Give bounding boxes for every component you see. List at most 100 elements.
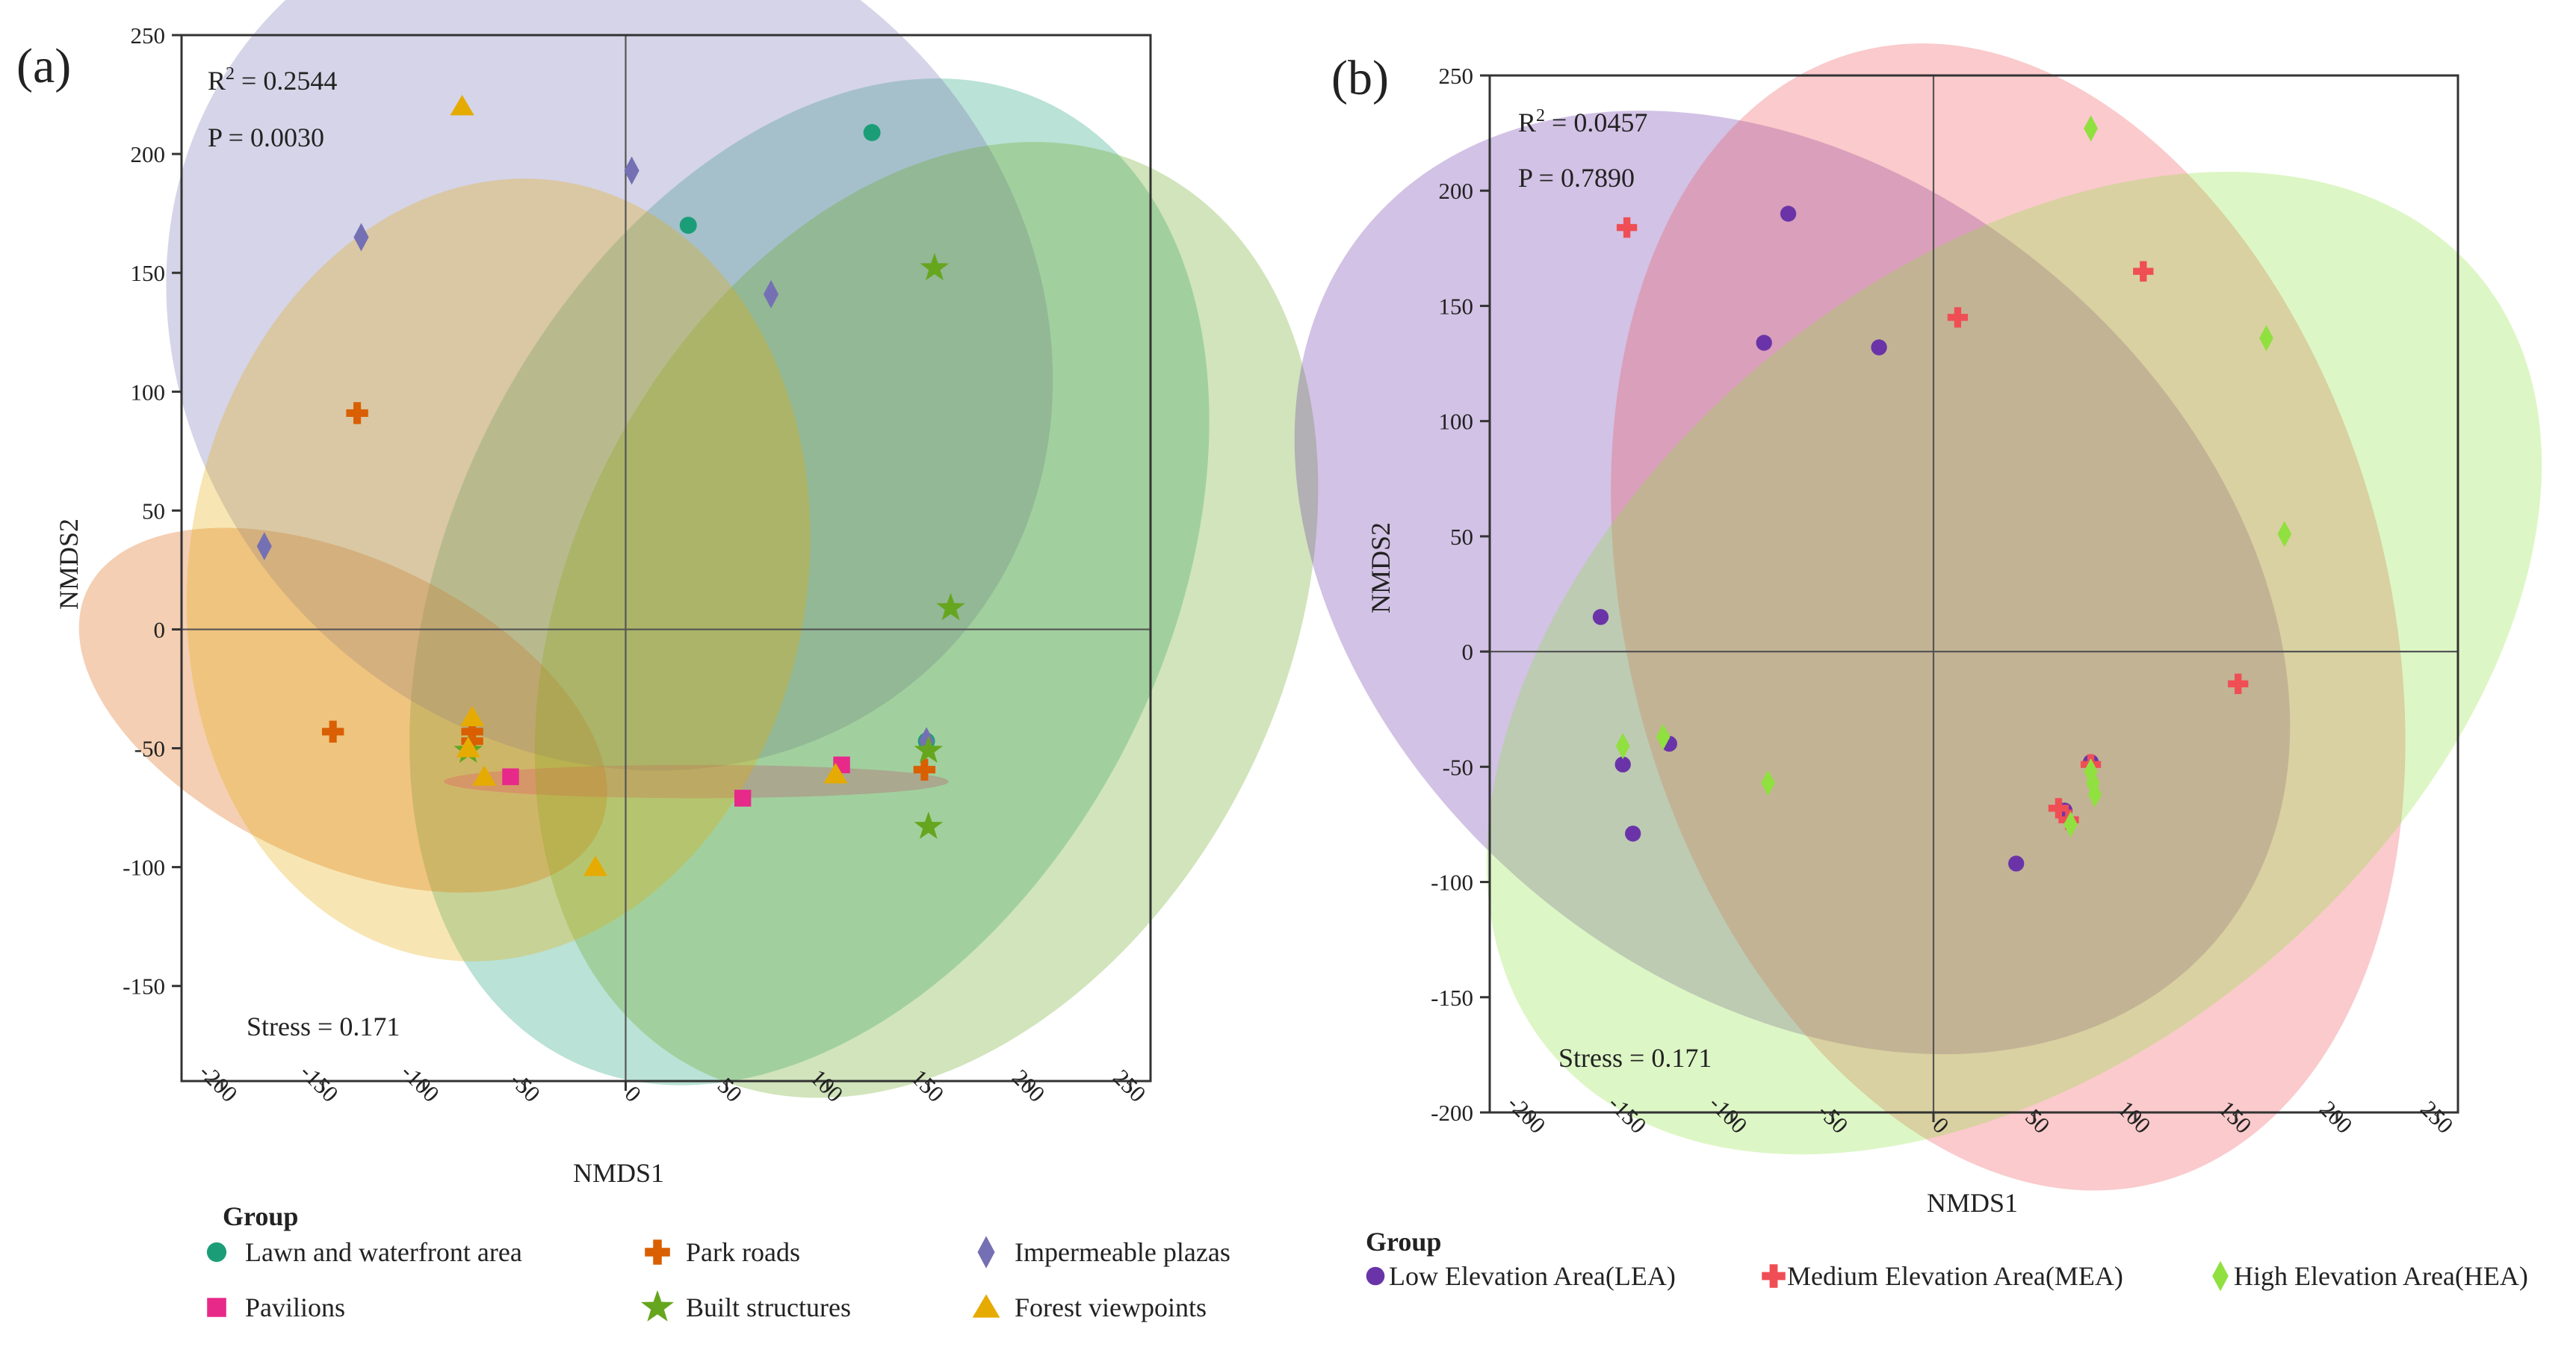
y-tick-label-b: -50 bbox=[1443, 754, 1473, 780]
confidence-ellipse-a-5 bbox=[186, 179, 811, 962]
data-point-circle-b bbox=[1756, 335, 1772, 351]
y-tick-label-a: 100 bbox=[131, 379, 166, 405]
legend-label-b-2: High Elevation Area(HEA) bbox=[2234, 1261, 2528, 1291]
x-tick-label-b: 200 bbox=[2315, 1095, 2358, 1139]
data-point-circle-b bbox=[2008, 855, 2025, 872]
stress-label-a: Stress = 0.171 bbox=[247, 1012, 400, 1041]
y-axis-title-b: NMDS2 bbox=[1366, 522, 1396, 613]
legend-marker-a-4 bbox=[640, 1290, 675, 1322]
data-point-triangle-a bbox=[450, 95, 474, 116]
data-point-diamond-b bbox=[2277, 521, 2292, 548]
data-point-triangle-a bbox=[456, 737, 480, 758]
x-tick-label-b: 250 bbox=[2415, 1095, 2459, 1139]
data-point-plus-b bbox=[2133, 261, 2154, 282]
y-tick-label-a: -150 bbox=[123, 973, 165, 1000]
y-tick-label-a: -50 bbox=[134, 736, 165, 762]
data-point-diamond-a bbox=[763, 279, 779, 309]
data-point-triangle-a bbox=[823, 763, 848, 784]
data-point-square-a bbox=[502, 768, 519, 785]
p-value-label-b: P = 0.7890 bbox=[1518, 163, 1635, 193]
confidence-ellipse-a-0 bbox=[409, 78, 1210, 1086]
y-tick-label-a: 250 bbox=[131, 22, 166, 49]
legend-label-a-4: Built structures bbox=[686, 1292, 851, 1322]
x-axis-title-a: NMDS1 bbox=[573, 1158, 664, 1188]
data-point-triangle-a bbox=[472, 765, 497, 786]
confidence-ellipse-a-4 bbox=[534, 142, 1319, 1098]
data-point-star-a bbox=[914, 735, 944, 764]
data-point-plus-b bbox=[2228, 673, 2249, 694]
data-point-diamond-b bbox=[1656, 723, 1671, 750]
legend-label-b-1: Medium Elevation Area(MEA) bbox=[1787, 1261, 2123, 1291]
panel-b: (b) -200 -150 -100 -50 0 50 100 150 200 250-200-1… bbox=[1294, 43, 2542, 1292]
data-point-circle-a bbox=[679, 217, 697, 235]
data-point-diamond-b bbox=[2087, 781, 2102, 808]
data-point-plus-a bbox=[461, 730, 483, 752]
y-tick-label-b: -100 bbox=[1431, 870, 1473, 896]
stress-label-b: Stress = 0.171 bbox=[1558, 1043, 1712, 1073]
y-tick-label-b: 200 bbox=[1439, 178, 1474, 204]
zero-lines-b bbox=[1490, 75, 2458, 1112]
panel-label-b: (b) bbox=[1331, 51, 1389, 105]
legend-label-a-0: Lawn and waterfront area bbox=[245, 1237, 522, 1267]
x-tick-label-a: 250 bbox=[1108, 1064, 1151, 1107]
y-tick-label-b: -150 bbox=[1431, 985, 1473, 1011]
r2-label-b: R2 = 0.0457 bbox=[1518, 106, 1647, 137]
confidence-ellipse-b-2 bbox=[1486, 171, 2542, 1155]
plot-border-a bbox=[180, 34, 1152, 1083]
legend-label-a-3: Pavilions bbox=[245, 1292, 345, 1322]
y-tick-label-b: 50 bbox=[1450, 524, 1473, 550]
x-tick-label-a: -150 bbox=[295, 1059, 344, 1107]
y-tick-label-a: 0 bbox=[154, 616, 166, 643]
legend-marker-b-0 bbox=[1366, 1266, 1385, 1286]
data-point-plus-b bbox=[1947, 307, 1969, 328]
y-tick-label-b: 100 bbox=[1439, 409, 1474, 435]
data-point-plus-b bbox=[1616, 217, 1638, 238]
data-point-star-a bbox=[914, 811, 944, 839]
legend-marker-a-5 bbox=[972, 1294, 1000, 1318]
data-point-triangle-a bbox=[460, 705, 485, 727]
data-point-circle-b bbox=[1592, 609, 1609, 625]
data-point-plus-b bbox=[2048, 798, 2069, 819]
data-point-plus-a bbox=[321, 720, 344, 743]
legend-marker-a-3 bbox=[207, 1298, 226, 1317]
legend-label-b-0: Low Elevation Area(LEA) bbox=[1389, 1261, 1676, 1291]
ellipse-layer-a bbox=[78, 0, 1319, 1098]
data-point-square-a bbox=[734, 790, 752, 807]
data-point-circle-b bbox=[1614, 756, 1631, 773]
x-axis-title-b: NMDS1 bbox=[1927, 1188, 2018, 1218]
x-tick-label-b: -200 bbox=[1502, 1090, 1551, 1139]
legend-marker-b-1 bbox=[1762, 1264, 1786, 1288]
confidence-ellipse-b-0 bbox=[1294, 111, 2291, 1055]
x-tick-label-a: 0 bbox=[620, 1080, 647, 1107]
data-point-star-a bbox=[936, 592, 965, 621]
data-point-diamond-a bbox=[624, 156, 640, 185]
legend-title-b: Group bbox=[1366, 1227, 1441, 1257]
data-point-circle-b bbox=[1871, 339, 1887, 356]
data-point-star-a bbox=[920, 253, 950, 281]
y-tick-label-a: 50 bbox=[142, 498, 165, 524]
legend-label-a-2: Impermeable plazas bbox=[1015, 1237, 1230, 1267]
data-point-diamond-b bbox=[2084, 758, 2098, 785]
y-tick-label-b: -200 bbox=[1431, 1100, 1473, 1126]
legend-b: Group Low Elevation Area(LEA) Medium Eleva… bbox=[1366, 1227, 2528, 1292]
r2-label-a: R2 = 0.2544 bbox=[208, 64, 337, 96]
panel-label-a: (a) bbox=[16, 39, 71, 93]
data-point-plus-a bbox=[913, 758, 936, 781]
confidence-ellipse-b-1 bbox=[1611, 43, 2406, 1191]
confidence-ellipse-a-1 bbox=[78, 527, 607, 893]
legend-label-a-1: Park roads bbox=[686, 1237, 800, 1267]
data-point-diamond-b bbox=[2063, 811, 2078, 838]
legend-marker-b-2 bbox=[2212, 1260, 2229, 1292]
legend-title-a: Group bbox=[223, 1201, 298, 1231]
ellipse-layer-b bbox=[1294, 43, 2542, 1191]
x-tick-label-a: -200 bbox=[194, 1059, 243, 1107]
x-tick-label-a: -50 bbox=[505, 1067, 545, 1107]
data-point-diamond-b bbox=[2084, 115, 2098, 142]
y-tick-label-a: 200 bbox=[131, 141, 166, 167]
y-tick-label-b: 150 bbox=[1439, 293, 1474, 319]
legend-label-a-5: Forest viewpoints bbox=[1015, 1292, 1207, 1322]
legend-a: Group Lawn and waterfront area Park roads I… bbox=[206, 1201, 1230, 1322]
x-tick-label-a: -100 bbox=[396, 1059, 445, 1107]
legend-marker-a-1 bbox=[645, 1239, 670, 1265]
